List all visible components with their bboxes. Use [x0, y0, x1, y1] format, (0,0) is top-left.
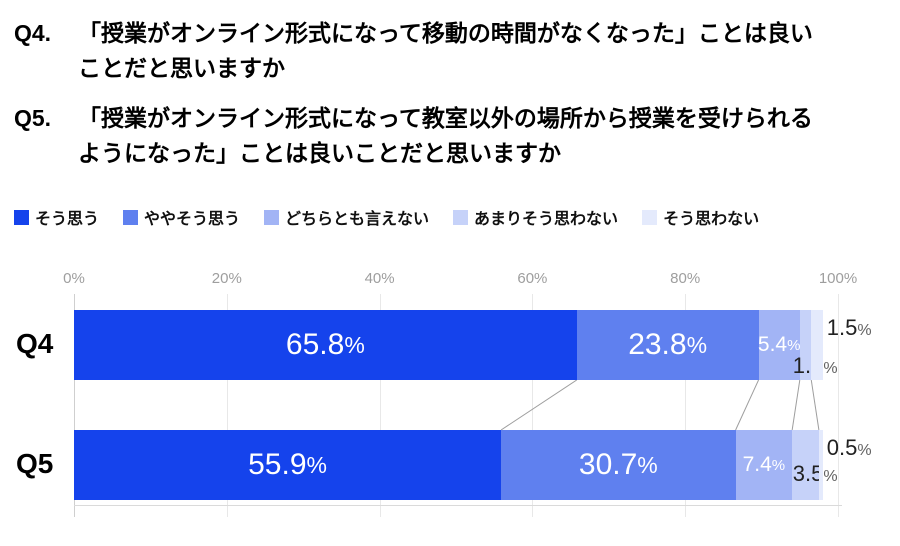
percent-sign: %: [823, 360, 838, 377]
percent-sign: %: [637, 451, 658, 478]
gridline: [685, 294, 687, 517]
legend-label: どちらとも言えない: [285, 211, 430, 228]
series-line: [735, 379, 759, 431]
legend-swatch: [264, 209, 280, 225]
bar-segment: [758, 310, 800, 380]
series-line: [500, 379, 577, 431]
label-number: 55.9: [248, 448, 307, 481]
axis-tick-label: 100%: [818, 270, 858, 287]
series-connector-lines: [500, 379, 820, 431]
axis-tick-label: 80%: [670, 270, 701, 287]
percent-sign: %: [306, 451, 327, 478]
bar-segment: [501, 430, 736, 500]
category-label-q5: Q5: [16, 448, 54, 479]
gridline: [838, 294, 839, 517]
legend-swatch: [123, 209, 139, 225]
axis-tick-label: 0%: [63, 270, 85, 287]
legend-swatch: [453, 209, 469, 225]
data-label-inside: 30.7%: [501, 430, 736, 500]
bar-segment: [735, 430, 793, 500]
question-q5-text: 「授業がオンライン形式になって教室以外の場所から授業を受けられるようになった」こ…: [78, 105, 813, 166]
percent-sign: %: [686, 331, 708, 358]
legend-item: あまりそう思わない: [453, 205, 618, 229]
question-q4-prefix: Q4.: [14, 20, 52, 46]
label-number: 65.8: [285, 328, 345, 361]
bar-segment: [576, 310, 759, 380]
data-label-inside: 55.9%: [74, 430, 501, 500]
question-q4: Q4. 「授業がオンライン形式になって移動の時間がなくなった」ことは良いことだと…: [14, 16, 884, 86]
bar-segment: [74, 430, 502, 500]
percent-sign: %: [857, 322, 872, 339]
label-number: 0.5: [826, 435, 858, 460]
label-number: 23.8: [628, 328, 687, 361]
legend-label: そう思わない: [663, 211, 760, 228]
legend-swatch: [14, 209, 29, 225]
axis-tick-label: 40%: [364, 270, 395, 287]
legend-label: そう思う: [35, 211, 100, 228]
bar-segment: [811, 310, 823, 380]
axis-tick-label: 20%: [211, 270, 242, 287]
series-line: [810, 379, 820, 431]
axis-baseline: [74, 505, 842, 506]
bar-segment: [792, 430, 819, 500]
label-number: 30.7: [578, 448, 638, 481]
bar-segment: [799, 310, 812, 380]
series-line: [791, 379, 801, 431]
percent-sign: %: [787, 336, 801, 354]
percent-sign: %: [857, 442, 872, 459]
question-titles: Q4. 「授業がオンライン形式になって移動の時間がなくなった」ことは良いことだと…: [0, 0, 900, 171]
label-number: 1.5: [826, 315, 858, 340]
stacked-bar-chart: 0% 20% 40% 60% 80% 100% Q4 65.8% 23.8% 5.4% 1.5% 1.…: [0, 260, 900, 546]
legend-label: ややそう思う: [144, 211, 241, 228]
percent-sign: %: [344, 331, 365, 358]
data-label-inside: 23.8%: [577, 310, 759, 380]
legend-item: ややそう思う: [123, 205, 240, 229]
question-q5-prefix: Q5.: [14, 105, 52, 131]
data-label-inside: 65.8%: [74, 310, 577, 380]
percent-sign: %: [771, 456, 786, 474]
data-label-outside: 3.5%: [793, 461, 838, 487]
question-q5: Q5. 「授業がオンライン形式になって教室以外の場所から授業を受けられるようにな…: [14, 101, 884, 171]
gridline: [226, 294, 228, 517]
legend-label: あまりそう思わない: [474, 211, 619, 228]
chart-legend: そう思う ややそう思う どちらとも言えない あまりそう思わない そう思わない: [14, 205, 900, 229]
gridline: [379, 294, 381, 517]
label-number: 3.5: [792, 461, 824, 486]
legend-swatch: [642, 209, 658, 225]
label-number: 7.4: [742, 453, 772, 476]
data-label-inside: 5.4%: [757, 310, 801, 380]
category-label-q4: Q4: [16, 328, 54, 359]
question-q4-text: 「授業がオンライン形式になって移動の時間がなくなった」ことは良いことだと思います…: [78, 20, 813, 81]
data-label-outside: 1.5%: [827, 315, 872, 341]
legend-item: どちらとも言えない: [264, 205, 429, 229]
label-number: 5.4: [757, 333, 788, 356]
bar-segment: [74, 310, 577, 380]
legend-item: そう思う: [14, 205, 99, 229]
data-label-outside: 0.5%: [827, 435, 872, 461]
legend-item: そう思わない: [642, 205, 759, 229]
bar-segment: [818, 430, 823, 500]
gridline: [74, 294, 75, 517]
axis-tick-label: 60%: [517, 270, 548, 287]
data-label-inside: 7.4%: [736, 430, 793, 500]
percent-sign: %: [823, 468, 838, 485]
